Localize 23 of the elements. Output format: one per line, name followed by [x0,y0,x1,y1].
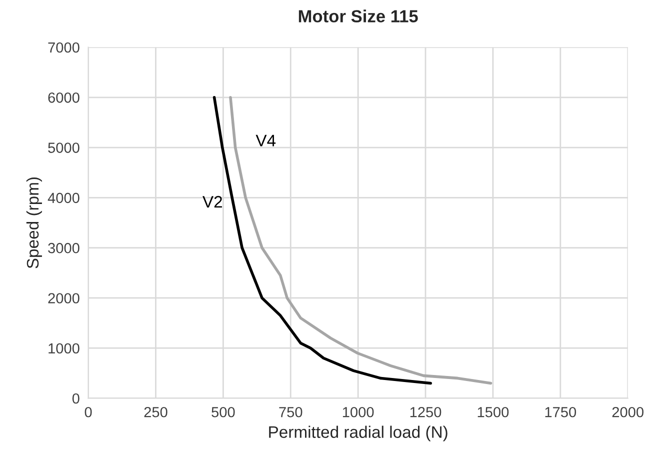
x-tick-label: 1250 [410,406,442,418]
y-tick-label: 6000 [48,92,80,103]
x-tick-label: 1750 [545,406,576,418]
y-tick-label: 2000 [48,293,80,304]
series-label: V4 [256,134,276,146]
x-tick-label: 1000 [342,406,374,418]
y-tick-label: 0 [72,393,80,404]
x-tick-label: 1500 [478,406,509,418]
x-axis-title: Permitted radial load (N) [269,426,448,442]
y-tick-label: 7000 [48,42,80,53]
y-tick-label: 5000 [48,142,80,153]
y-tick-label: 4000 [48,192,80,204]
x-tick-label: 2000 [612,406,644,418]
series-label: V2 [202,196,222,208]
x-tick-label: 250 [144,406,168,418]
chart-title: Motor Size 115 [298,10,418,22]
y-tick-label: 1000 [48,343,80,354]
x-tick-label: 750 [279,406,302,418]
x-tick-label: 0 [84,406,92,418]
x-tick-label: 500 [212,406,235,418]
y-tick-label: 3000 [48,242,80,254]
line-series [229,96,492,385]
y-axis-title: Speed (rpm) [26,177,42,268]
